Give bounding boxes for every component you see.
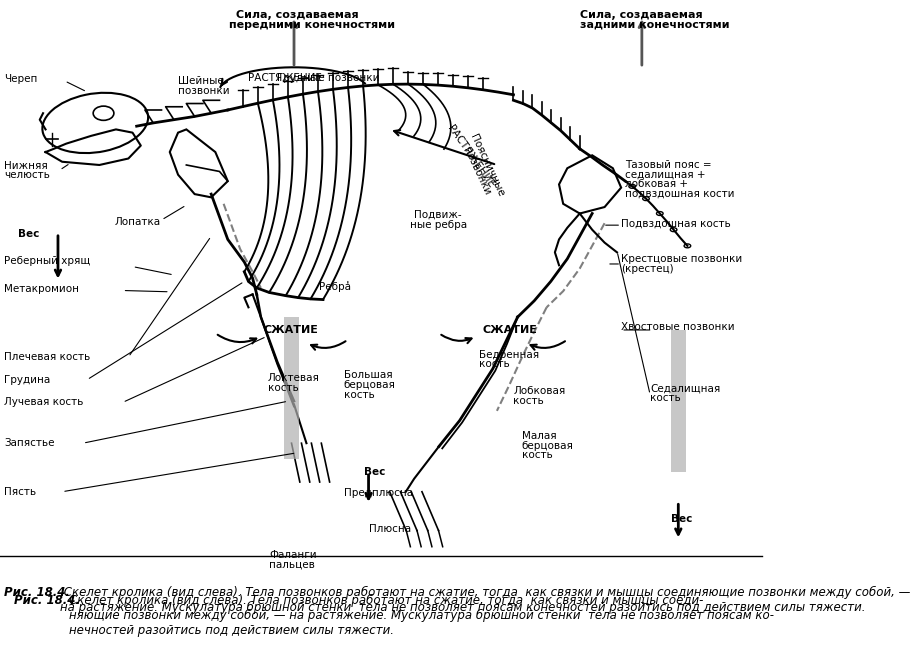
Text: пальцев: пальцев (269, 560, 315, 570)
Text: Лучевая кость: Лучевая кость (5, 397, 83, 408)
Text: Хвостовые позвонки: Хвостовые позвонки (621, 322, 735, 332)
Text: кость: кость (514, 396, 544, 406)
Text: Седалищная: Седалищная (650, 383, 720, 393)
Text: Грудина: Грудина (5, 375, 50, 385)
Text: ные ребра: ные ребра (410, 219, 467, 230)
Text: задними конечностями: задними конечностями (580, 19, 729, 30)
Text: Грудные позвонки: Грудные позвонки (278, 72, 380, 83)
Text: Локтевая: Локтевая (267, 373, 320, 384)
Text: берцовая: берцовая (344, 380, 396, 390)
Text: кость: кость (344, 389, 375, 400)
Text: позвонки: позвонки (178, 85, 230, 96)
Text: Крестцовые позвонки: Крестцовые позвонки (621, 254, 742, 264)
Text: лобковая +: лобковая + (626, 179, 688, 190)
Text: СЖАТИЕ: СЖАТИЕ (482, 325, 537, 335)
Text: кость: кость (267, 383, 299, 393)
Text: кость: кость (479, 359, 509, 369)
Text: Лопатка: Лопатка (114, 217, 160, 227)
Text: Ребра: Ребра (319, 281, 351, 292)
Text: Рис. 18.4.: Рис. 18.4. (5, 586, 70, 598)
Text: челюсть: челюсть (5, 170, 50, 180)
Text: Метакромион: Метакромион (5, 283, 79, 294)
Text: РАСТЯЖЕНИЕ: РАСТЯЖЕНИЕ (248, 72, 322, 83)
Text: Сила, создаваемая: Сила, создаваемая (580, 10, 703, 20)
Text: Нижняя: Нижняя (5, 160, 48, 171)
Text: Подвиж-: Подвиж- (414, 210, 462, 220)
Text: Череп: Череп (5, 74, 38, 84)
Text: (крестец): (крестец) (621, 263, 674, 274)
Text: Малая: Малая (522, 431, 556, 441)
Text: СЖАТИЕ: СЖАТИЕ (264, 325, 318, 335)
Text: берцовая: берцовая (522, 441, 573, 451)
Text: Лобковая: Лобковая (514, 386, 566, 397)
Text: Поясничные
позвонки: Поясничные позвонки (458, 133, 507, 203)
Text: Вес: Вес (671, 514, 692, 524)
Text: Плечевая кость: Плечевая кость (5, 352, 91, 362)
Text: Сила, создаваемая: Сила, создаваемая (236, 10, 359, 20)
Text: Запястье: Запястье (5, 438, 55, 448)
Bar (671, 330, 686, 472)
Text: Тазовый пояс =: Тазовый пояс = (626, 160, 712, 170)
Text: Рис. 18.4.: Рис. 18.4. (14, 594, 80, 607)
Text: Реберный хрящ: Реберный хрящ (5, 256, 91, 267)
Text: Вес: Вес (18, 229, 39, 239)
Text: Шейные: Шейные (178, 76, 224, 86)
Text: седалищная +: седалищная + (626, 170, 706, 180)
Text: кость: кость (522, 450, 552, 461)
Text: РАСТЯЖЕНИЕ: РАСТЯЖЕНИЕ (445, 124, 496, 190)
Text: Предплюсна: Предплюсна (344, 488, 413, 498)
Text: Подвздошная кость: Подвздошная кость (621, 218, 731, 228)
Text: Фаланги: Фаланги (269, 550, 317, 560)
Text: кость: кость (650, 393, 681, 403)
Text: Пясть: Пясть (5, 487, 37, 497)
Text: передними конечностями: передними конечностями (229, 19, 396, 30)
Text: Большая: Большая (344, 370, 392, 380)
Text: подвздошная кости: подвздошная кости (626, 189, 735, 199)
Text: Бедренная: Бедренная (479, 349, 539, 360)
Text: Плюсна: Плюсна (368, 524, 410, 534)
Text: Скелет кролика (вид слева). Тела позвонков работают на сжатие, тогда  как связки: Скелет кролика (вид слева). Тела позвонк… (69, 594, 774, 637)
Text: Скелет кролика (вид слева). Тела позвонков работают на сжатие, тогда  как связки: Скелет кролика (вид слева). Тела позвонк… (60, 586, 911, 614)
Bar (284, 317, 299, 459)
Text: Вес: Вес (365, 467, 386, 477)
